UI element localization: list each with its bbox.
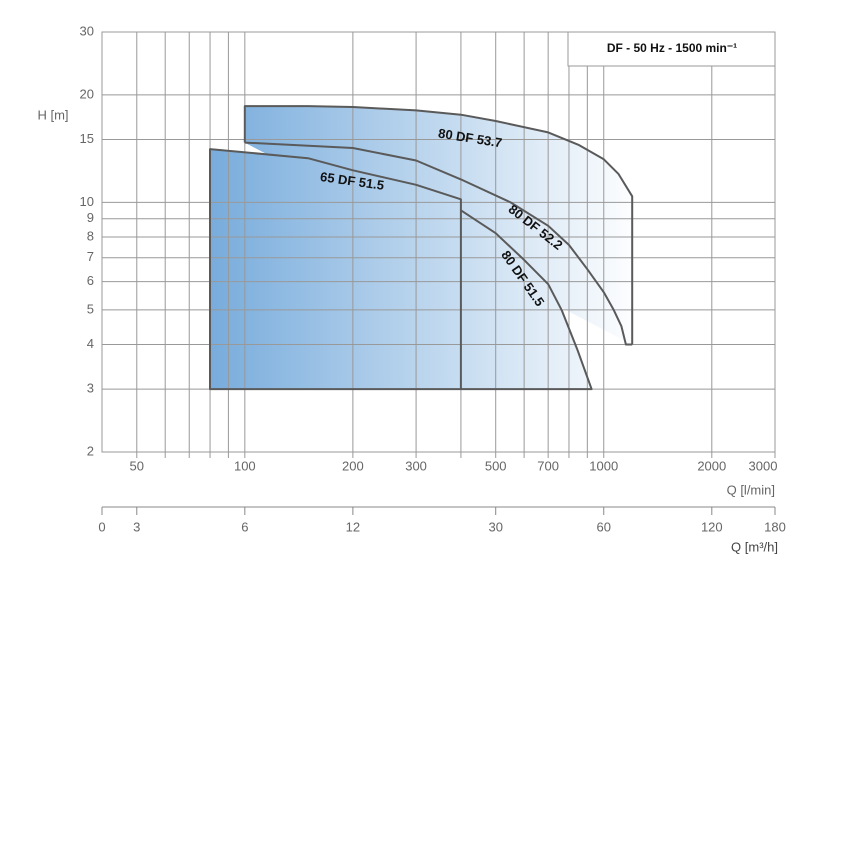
x-tick-label: 2000 (697, 458, 726, 473)
curve (243, 105, 634, 345)
x-tick-label: 500 (485, 458, 507, 473)
x2-tick-label: 6 (241, 519, 248, 534)
curve (209, 148, 462, 391)
y-tick-label: 7 (87, 249, 94, 264)
y-tick-label: 4 (87, 336, 94, 351)
chart-title: DF - 50 Hz - 1500 min⁻¹ (607, 41, 737, 55)
y-tick-label: 6 (87, 273, 94, 288)
y-tick-label: 15 (80, 131, 94, 146)
x2-tick-label: 12 (346, 519, 360, 534)
y-axis-label: H [m] (37, 107, 68, 122)
area-fill (210, 149, 461, 390)
x-axis-label: Q [l/min] (727, 482, 775, 497)
y-tick-label: 9 (87, 210, 94, 225)
x2-tick-label: 120 (701, 519, 723, 534)
y-tick-label: 20 (80, 86, 94, 101)
x-tick-label: 300 (405, 458, 427, 473)
x2-tick-label: 3 (133, 519, 140, 534)
x2-tick-label: 60 (597, 519, 611, 534)
x2-axis-label: Q [m³/h] (731, 539, 778, 554)
y-tick-label: 10 (80, 194, 94, 209)
x-tick-label: 700 (537, 458, 559, 473)
curve (244, 141, 633, 346)
y-tick-label: 5 (87, 301, 94, 316)
y-tick-label: 30 (80, 23, 94, 38)
title-box (567, 31, 776, 67)
y-tick-label: 8 (87, 228, 94, 243)
x2-tick-label: 0 (98, 519, 105, 534)
x-tick-label: 3000 (749, 458, 778, 473)
x-tick-label: 200 (342, 458, 364, 473)
curve (460, 209, 593, 391)
x2-tick-label: 180 (764, 519, 786, 534)
x-tick-label: 1000 (589, 458, 618, 473)
y-tick-label: 3 (87, 381, 94, 396)
y-tick-label: 2 (87, 443, 94, 458)
x-tick-label: 100 (234, 458, 256, 473)
x-tick-label: 50 (130, 458, 144, 473)
x2-tick-label: 30 (488, 519, 502, 534)
